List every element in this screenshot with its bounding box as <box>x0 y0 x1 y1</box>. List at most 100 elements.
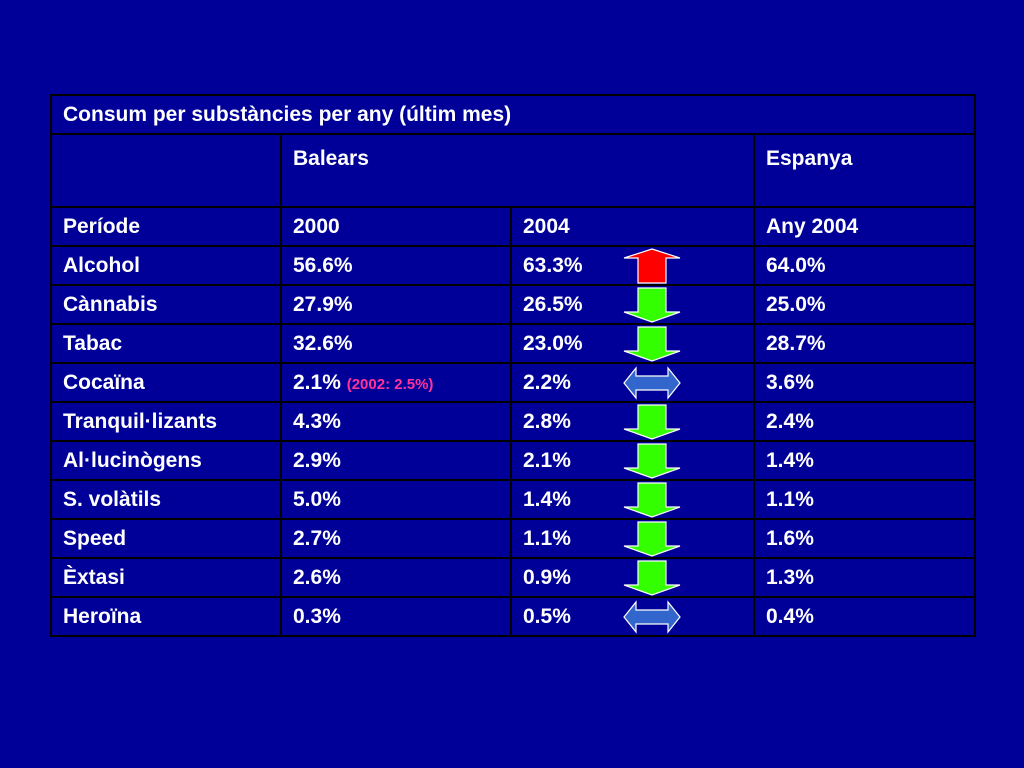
arrow-left-right-icon <box>623 599 681 634</box>
balears-2004-cell: 0.5% <box>510 596 755 637</box>
table-row: Alcohol 56.6% 63.3% 64.0% <box>50 245 976 286</box>
espanya-2004-cell: 28.7% <box>753 323 976 364</box>
arrow-down-icon <box>623 520 681 557</box>
table-row: Al·lucinògens 2.9% 2.1% 1.4% <box>50 440 976 481</box>
substance-cell: Al·lucinògens <box>50 440 282 481</box>
balears-2000-cell: 2.7% <box>280 518 512 559</box>
balears-2000-cell-text: 2.9% <box>293 448 341 472</box>
balears-2000-cell-text: 56.6% <box>293 253 353 277</box>
group-header-empty <box>50 133 282 208</box>
substance-cell-text: Tranquil·lizants <box>63 409 218 433</box>
balears-2000-cell-text: 2.1% <box>293 370 341 394</box>
substance-cell: Heroïna <box>50 596 282 637</box>
balears-2000-cell: 2.9% <box>280 440 512 481</box>
balears-2004-cell: 0.9% <box>510 557 755 598</box>
espanya-2004-cell-text: 25.0% <box>766 292 826 316</box>
espanya-2004-cell: 3.6% <box>753 362 976 403</box>
group-header-espanya: Espanya <box>753 133 976 208</box>
espanya-2004-cell: 2.4% <box>753 401 976 442</box>
espanya-2004-cell-text: 1.1% <box>766 487 814 511</box>
substance-cell: Èxtasi <box>50 557 282 598</box>
espanya-2004-cell-text: 1.3% <box>766 565 814 589</box>
espanya-2004-cell: 1.4% <box>753 440 976 481</box>
substance-cell: Cànnabis <box>50 284 282 325</box>
espanya-2004-cell: 0.4% <box>753 596 976 637</box>
balears-2000-cell: 0.3% <box>280 596 512 637</box>
substance-cell-text: Al·lucinògens <box>63 448 202 472</box>
balears-2004-cell-text: 0.5% <box>523 604 571 628</box>
balears-2000-note: (2002: 2.5%) <box>346 375 434 393</box>
balears-2004-cell: 1.4% <box>510 479 755 520</box>
column-header-espanya-2004: Any 2004 <box>753 206 976 247</box>
balears-2000-cell-text: 2.7% <box>293 526 341 550</box>
table-title-row: Consum per substàncies per any (últim me… <box>50 94 976 135</box>
balears-2000-cell-text: 0.3% <box>293 604 341 628</box>
balears-2000-cell: 32.6% <box>280 323 512 364</box>
balears-2004-cell-text: 1.4% <box>523 487 571 511</box>
balears-2000-cell: 2.6% <box>280 557 512 598</box>
balears-2000-cell: 27.9% <box>280 284 512 325</box>
balears-2004-cell-text: 23.0% <box>523 331 583 355</box>
balears-2004-cell: 26.5% <box>510 284 755 325</box>
balears-2004-cell-text: 2.8% <box>523 409 571 433</box>
balears-2004-cell: 2.1% <box>510 440 755 481</box>
column-header-period: Període <box>50 206 282 247</box>
substance-consumption-table: Consum per substàncies per any (últim me… <box>50 94 976 637</box>
table-row: Heroïna 0.3% 0.5% 0.4% <box>50 596 976 637</box>
substance-cell-text: Speed <box>63 526 127 550</box>
espanya-2004-cell-text: 0.4% <box>766 604 814 628</box>
substance-cell-text: Cocaïna <box>63 370 145 394</box>
arrow-down-icon <box>623 286 681 323</box>
espanya-2004-cell-text: 64.0% <box>766 253 826 277</box>
substance-cell-text: S. volàtils <box>63 487 162 511</box>
espanya-2004-cell: 25.0% <box>753 284 976 325</box>
espanya-2004-cell: 1.6% <box>753 518 976 559</box>
espanya-2004-cell: 64.0% <box>753 245 976 286</box>
balears-2004-cell-text: 63.3% <box>523 253 583 277</box>
table-row: Cocaïna 2.1% (2002: 2.5%) 2.2% 3.6% <box>50 362 976 403</box>
substance-cell: S. volàtils <box>50 479 282 520</box>
espanya-2004-cell: 1.3% <box>753 557 976 598</box>
column-header-balears-2000: 2000 <box>280 206 512 247</box>
balears-2004-cell-text: 26.5% <box>523 292 583 316</box>
table-row: Cànnabis 27.9% 26.5% 25.0% <box>50 284 976 325</box>
balears-2000-cell: 2.1% (2002: 2.5%) <box>280 362 512 403</box>
balears-2000-cell: 5.0% <box>280 479 512 520</box>
balears-2004-cell: 1.1% <box>510 518 755 559</box>
espanya-2004-cell-text: 3.6% <box>766 370 814 394</box>
substance-cell: Alcohol <box>50 245 282 286</box>
espanya-2004-cell-text: 1.4% <box>766 448 814 472</box>
arrow-left-right-icon <box>623 365 681 400</box>
substance-cell-text: Heroïna <box>63 604 142 628</box>
column-header-row: Període 2000 2004 Any 2004 <box>50 206 976 247</box>
arrow-down-icon <box>623 559 681 596</box>
substance-cell: Cocaïna <box>50 362 282 403</box>
espanya-2004-cell: 1.1% <box>753 479 976 520</box>
table-row: Tranquil·lizants 4.3% 2.8% 2.4% <box>50 401 976 442</box>
substance-cell: Tranquil·lizants <box>50 401 282 442</box>
arrow-down-icon <box>623 325 681 362</box>
table-title: Consum per substàncies per any (últim me… <box>50 94 976 135</box>
balears-2004-cell-text: 1.1% <box>523 526 571 550</box>
espanya-2004-cell-text: 2.4% <box>766 409 814 433</box>
substance-cell-text: Èxtasi <box>63 565 125 589</box>
balears-2004-cell: 2.2% <box>510 362 755 403</box>
balears-2004-cell-text: 2.2% <box>523 370 571 394</box>
balears-2000-cell-text: 32.6% <box>293 331 353 355</box>
espanya-2004-cell-text: 1.6% <box>766 526 814 550</box>
table-row: Tabac 32.6% 23.0% 28.7% <box>50 323 976 364</box>
espanya-2004-cell-text: 28.7% <box>766 331 826 355</box>
balears-2000-cell-text: 2.6% <box>293 565 341 589</box>
group-header-row: Balears Espanya <box>50 133 976 208</box>
balears-2000-cell-text: 4.3% <box>293 409 341 433</box>
substance-cell-text: Alcohol <box>63 253 140 277</box>
balears-2004-cell: 63.3% <box>510 245 755 286</box>
balears-2000-cell: 56.6% <box>280 245 512 286</box>
balears-2004-cell-text: 2.1% <box>523 448 571 472</box>
substance-cell-text: Cànnabis <box>63 292 158 316</box>
balears-2004-cell-text: 0.9% <box>523 565 571 589</box>
substance-cell: Speed <box>50 518 282 559</box>
arrow-down-icon <box>623 403 681 440</box>
balears-2000-cell: 4.3% <box>280 401 512 442</box>
balears-2004-cell: 2.8% <box>510 401 755 442</box>
